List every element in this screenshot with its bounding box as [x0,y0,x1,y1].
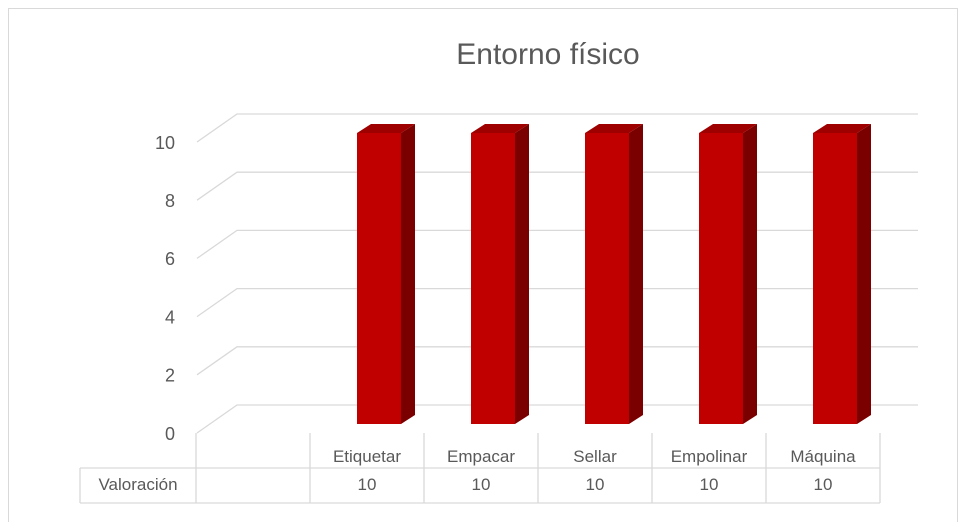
bar-top [813,124,871,133]
y-tick-label: 4 [165,307,175,327]
y-tick-label: 0 [165,424,175,444]
table-value: 10 [700,475,719,494]
bar-side [629,124,643,424]
bar-top [699,124,757,133]
bar-side [515,124,529,424]
chart-title: Entorno físico [456,38,639,71]
x-tick-label: Máquina [790,447,856,466]
bar-side [743,124,757,424]
bar-top [471,124,529,133]
grid-line [196,171,918,201]
grid-line [196,346,918,376]
table-row-label: Valoración [98,475,177,494]
y-tick-label: 10 [155,133,175,153]
bar-top [585,124,643,133]
x-tick-label: Empolinar [671,447,748,466]
grid-line [196,287,918,318]
bar [813,133,857,424]
grid-line [196,229,918,259]
y-tick-label: 6 [165,249,175,269]
bar [585,133,629,424]
y-tick-label: 2 [165,366,175,386]
x-tick-label: Etiquetar [333,447,401,466]
y-tick-label: 8 [165,191,175,211]
table-value: 10 [358,475,377,494]
table-value: 10 [814,475,833,494]
bar [699,133,743,424]
bar-top [357,124,415,133]
bar-side [857,124,871,424]
grid-line [196,404,918,434]
bar-side [401,124,415,424]
grid-line [196,113,918,143]
bar [357,133,401,424]
table-value: 10 [586,475,605,494]
x-tick-label: Sellar [573,447,617,466]
bar [471,133,515,424]
table-value: 10 [472,475,491,494]
x-tick-label: Empacar [447,447,515,466]
